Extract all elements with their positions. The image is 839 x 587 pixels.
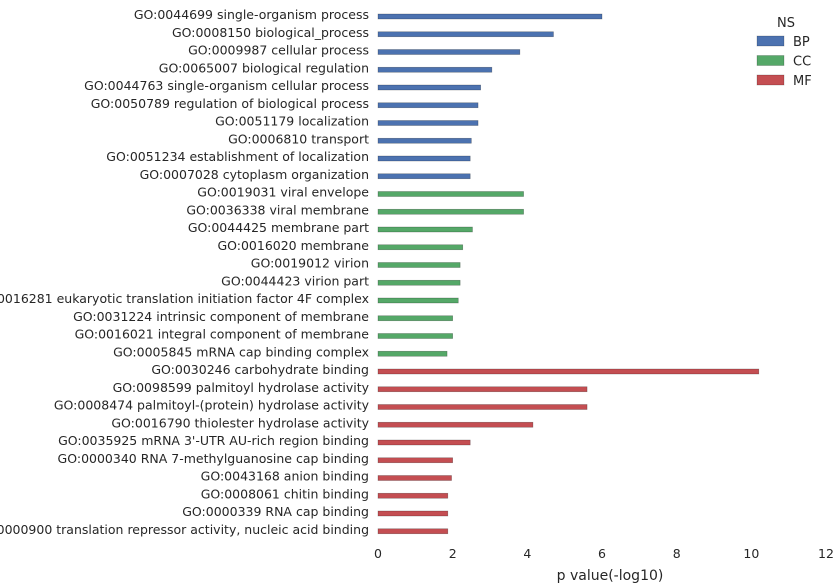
category-label: GO:0044763 single-organism cellular proc… <box>84 78 369 93</box>
x-tick-label: 0 <box>374 546 382 561</box>
category-label: GO:0008150 biological_process <box>172 25 369 40</box>
bar-mf <box>377 492 449 499</box>
bar-bp <box>377 31 554 38</box>
bar-mf <box>377 457 453 464</box>
category-label: GO:0019031 viral envelope <box>197 185 369 200</box>
bar-bp <box>377 102 479 109</box>
legend-swatch-mf <box>756 74 785 86</box>
bar-cc <box>377 333 453 339</box>
category-label: GO:0000339 RNA cap binding <box>182 504 369 519</box>
legend-swatch-bp <box>756 35 785 47</box>
x-tick-label: 6 <box>598 546 606 561</box>
category-label: GO:0016790 thiolester hydrolase activity <box>111 415 369 430</box>
bar-mf <box>377 475 452 481</box>
x-axis-title: p value(-log10) <box>557 568 664 584</box>
category-label: GO:0016021 integral component of membran… <box>75 327 370 342</box>
bar-cc <box>377 244 464 251</box>
bar-mf <box>377 528 449 535</box>
bar-cc <box>377 315 453 322</box>
legend-swatch-cc <box>756 55 785 66</box>
bar-mf <box>377 439 471 446</box>
category-labels-group: GO:0044699 single-organism process GO:000… <box>0 7 370 537</box>
category-label: GO:0000900 translation repressor activit… <box>0 522 369 537</box>
category-label: GO:0016020 membrane <box>217 238 369 253</box>
category-label: GO:0031224 intrinsic component of membra… <box>73 309 369 324</box>
bar-bp <box>377 66 493 73</box>
bar-cc <box>377 262 461 268</box>
bar-bp <box>377 49 521 55</box>
category-label: GO:0051179 localization <box>215 114 369 129</box>
x-axis-ticks-group: 0 2 4 6 8 10 12 <box>374 546 834 561</box>
category-label: GO:0044423 virion part <box>221 273 369 288</box>
bar-mf <box>377 510 449 517</box>
bar-cc <box>377 297 459 304</box>
category-label: GO:0008474 palmitoyl-(protein) hydrolase… <box>54 398 370 413</box>
bar-mf <box>377 368 760 375</box>
category-label: GO:0005845 mRNA cap binding complex <box>113 344 369 359</box>
x-tick-label: 12 <box>818 546 834 561</box>
legend-label-bp: BP <box>793 35 810 50</box>
category-label: GO:0007028 cytoplasm organization <box>140 167 369 182</box>
category-label: GO:0044425 membrane part <box>188 220 369 235</box>
x-tick-label: 2 <box>449 546 457 561</box>
category-label: GO:0036338 viral membrane <box>186 202 369 217</box>
bar-bp <box>377 84 481 91</box>
category-label: GO:0050789 regulation of biological proc… <box>91 96 369 111</box>
category-label: GO:0051234 establishment of localization <box>106 149 369 164</box>
bar-cc <box>377 279 461 286</box>
category-label: GO:0035925 mRNA 3'-UTR AU-rich region bi… <box>58 433 369 448</box>
category-label: GO:0006810 transport <box>228 131 369 146</box>
x-tick-label: 10 <box>743 546 759 561</box>
legend-label-cc: CC <box>793 55 811 70</box>
legend-title: NS <box>777 16 795 31</box>
bar-mf <box>377 404 588 410</box>
category-label: GO:0030246 carbohydrate binding <box>151 362 369 377</box>
x-tick-label: 4 <box>523 546 531 561</box>
category-label: GO:0016281 eukaryotic translation initia… <box>0 291 369 306</box>
bar-bp <box>377 120 479 126</box>
category-label: GO:0008061 chitin binding <box>201 486 369 501</box>
bar-mf <box>377 421 534 428</box>
category-label: GO:0098599 palmitoyl hydrolase activity <box>113 380 370 395</box>
bar-cc <box>377 350 448 357</box>
legend: NS BP CC MF <box>756 16 812 89</box>
bars-group <box>377 13 760 535</box>
category-label: GO:0043168 anion binding <box>201 469 369 484</box>
bar-cc <box>377 208 524 215</box>
legend-label-mf: MF <box>793 74 812 89</box>
category-label: GO:0019012 virion <box>251 256 369 271</box>
bar-bp <box>377 155 471 162</box>
bar-bp <box>377 173 471 180</box>
category-label: GO:0044699 single-organism process <box>134 7 369 22</box>
bar-bp <box>377 137 472 144</box>
category-label: GO:0000340 RNA 7-methylguanosine cap bin… <box>58 451 369 466</box>
category-label: GO:0065007 biological regulation <box>159 60 369 75</box>
bar-bp <box>377 13 603 20</box>
bar-cc <box>377 226 473 233</box>
bar-mf <box>377 386 588 393</box>
category-label: GO:0009987 cellular process <box>188 43 369 58</box>
x-tick-label: 8 <box>673 546 681 561</box>
bar-cc <box>377 191 524 197</box>
